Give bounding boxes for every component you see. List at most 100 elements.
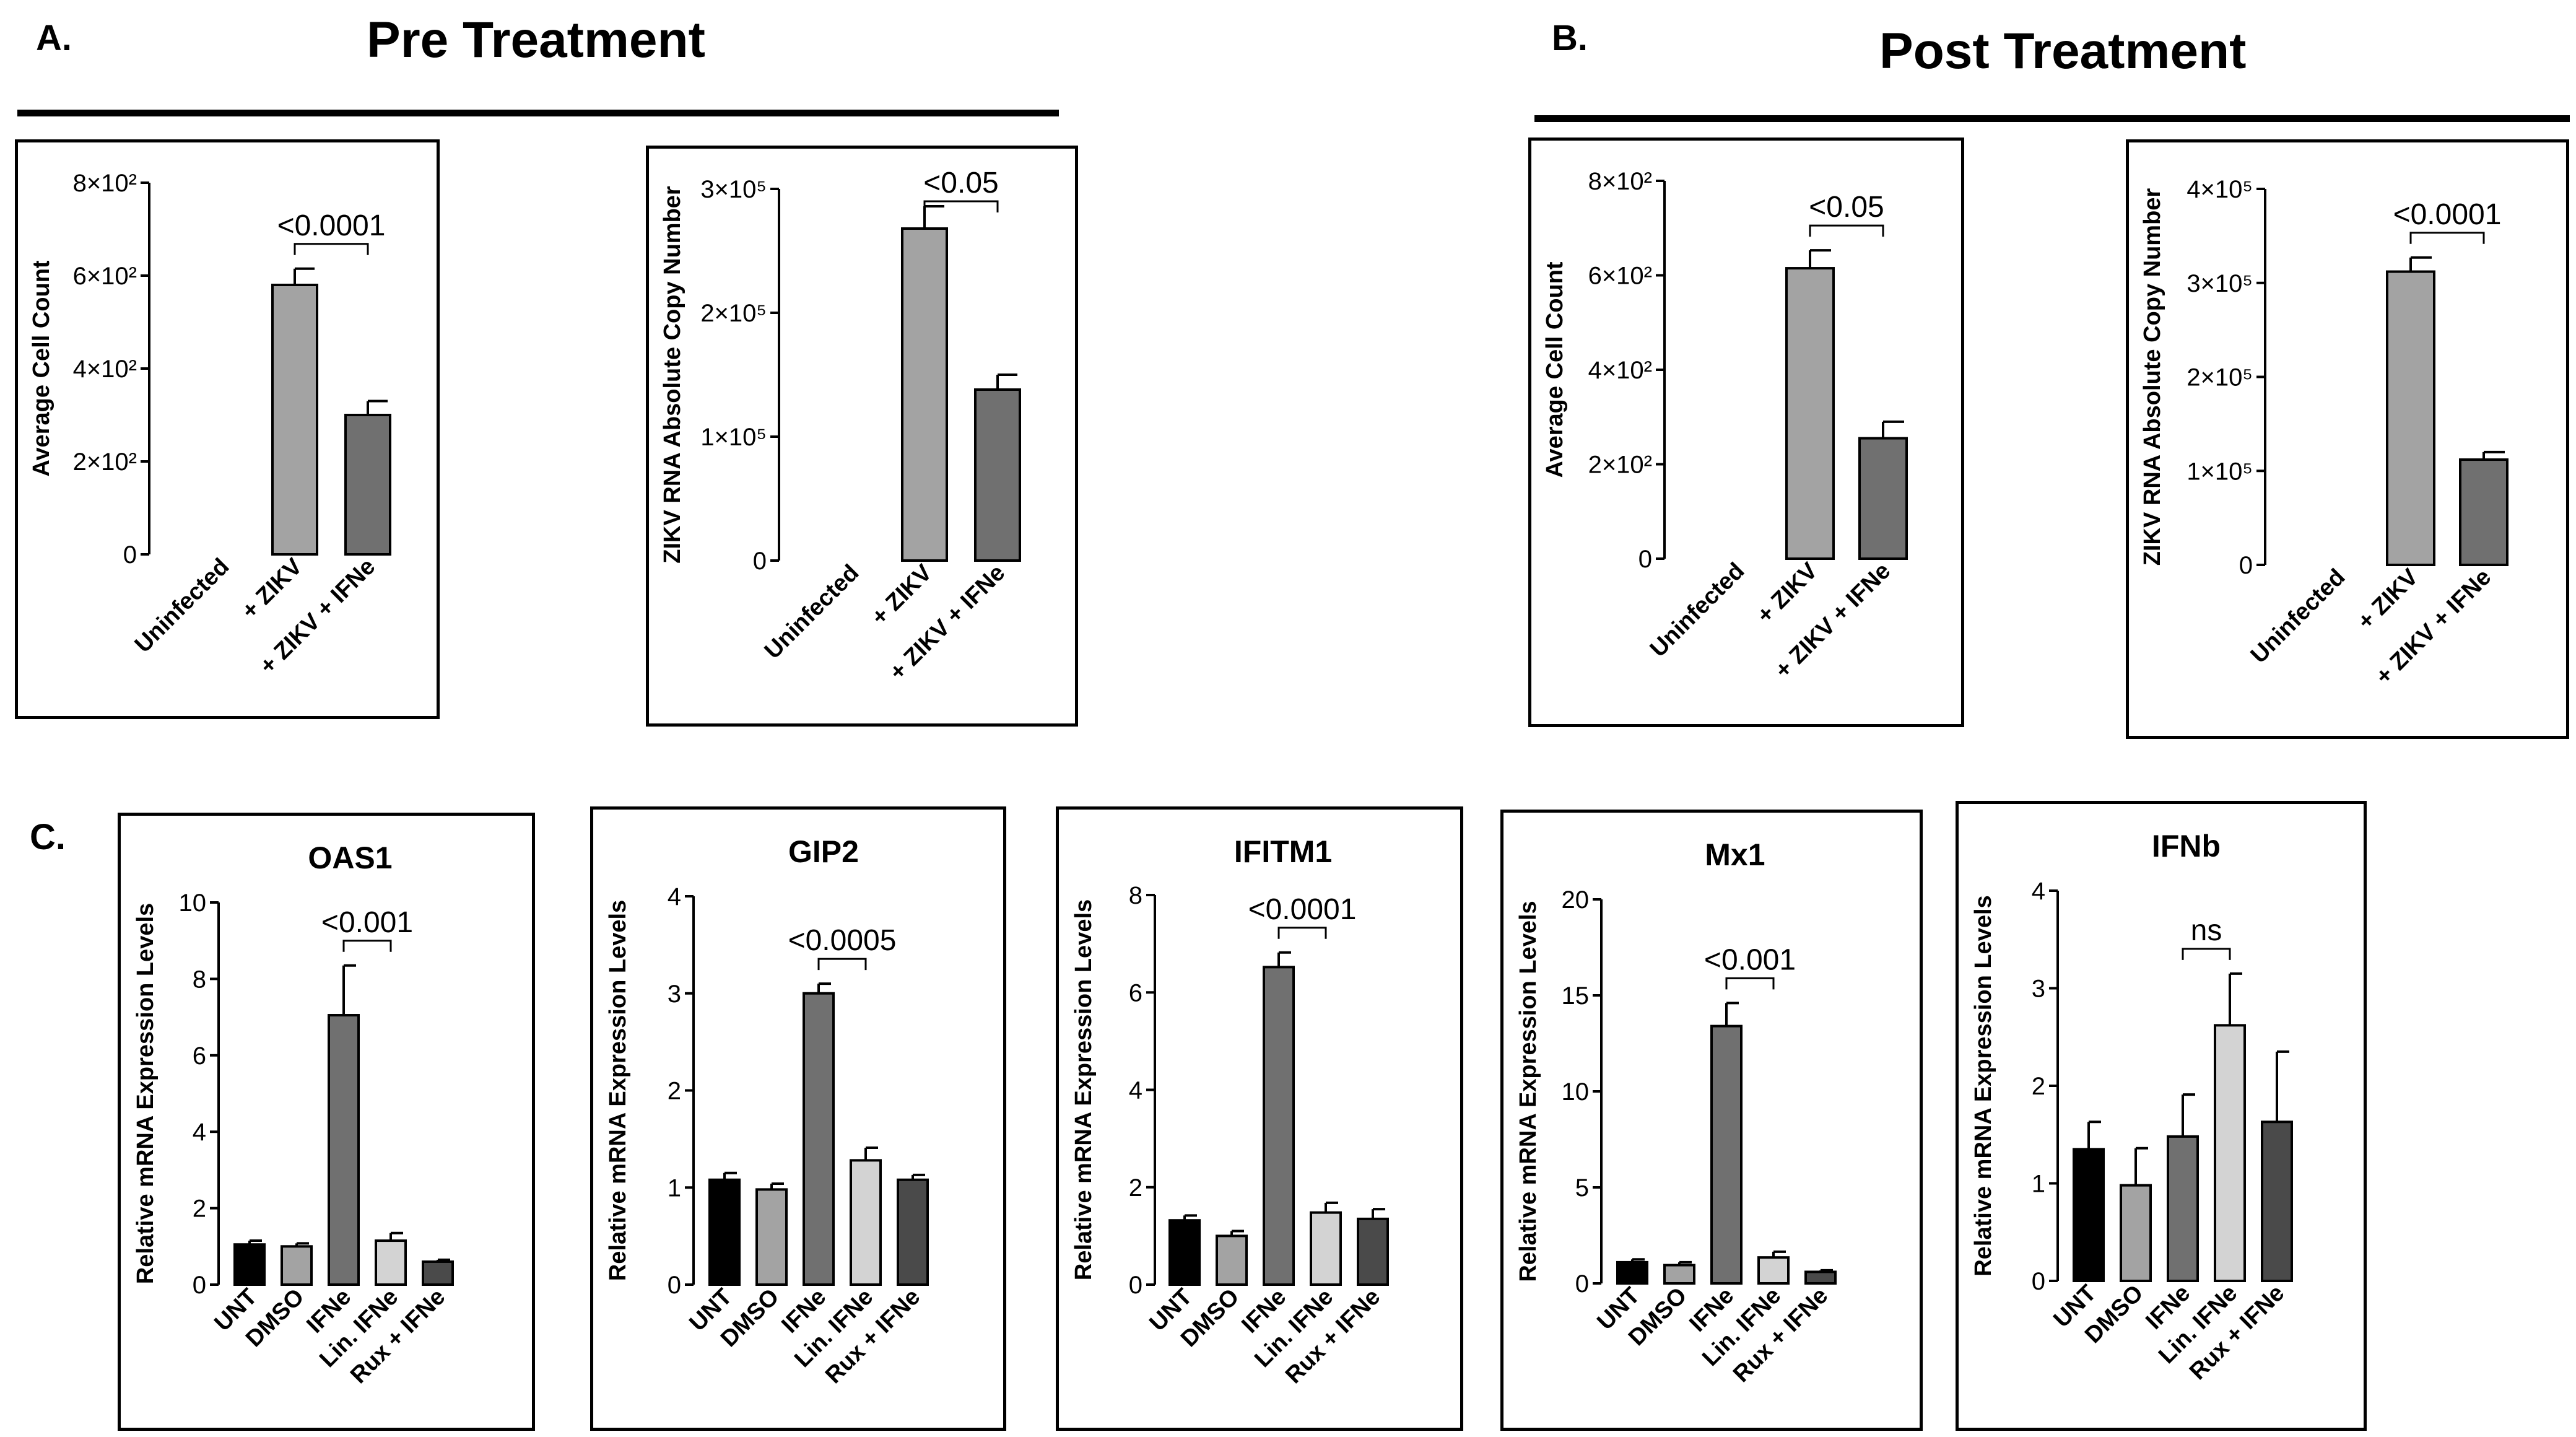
chart-svg: OAS1 0 2 4 6 8 10 Relative mRNA Expression Leve… — [133, 841, 454, 1389]
category-label: Uninfected — [1645, 558, 1750, 663]
y-tick-label: 2×10² — [73, 448, 137, 476]
y-axis-label: Relative mRNA Expression Levels — [133, 903, 159, 1284]
y-axis-label: ZIKV RNA Absolute Copy Number — [2139, 188, 2165, 566]
bar — [2120, 1184, 2152, 1283]
y-tick-label: 8×10² — [1588, 168, 1652, 195]
comparison-bracket — [1809, 224, 1884, 237]
chart-gip2: GIP2 0 1 2 3 4 Relative mRNA Expression Levels… — [590, 806, 1006, 1431]
chart-ifnb: IFNb 0 1 2 3 4 Relative mRNA Expression Levels… — [1956, 801, 2367, 1431]
chart-title: IFNb — [2152, 829, 2221, 863]
bar — [328, 1014, 360, 1286]
category-label: + ZIKV — [866, 559, 938, 631]
bar — [1263, 966, 1295, 1286]
y-tick-label: 0 — [123, 541, 137, 569]
chart-svg: 0 2×10² 4×10² 6×10² 8×10² Average Cell Count U… — [1542, 168, 1908, 684]
y-axis-label: Average Cell Count — [28, 260, 54, 476]
comparison-bracket — [1277, 927, 1327, 939]
p-value-label: ns — [2191, 914, 2222, 947]
y-axis-label: Average Cell Count — [1542, 261, 1568, 478]
chart-ifitm1: IFITM1 0 2 4 6 8 Relative mRNA Expression Leve… — [1056, 806, 1463, 1431]
category-label: + ZIKV — [237, 553, 308, 624]
bar — [901, 227, 948, 562]
bar — [1357, 1217, 1389, 1286]
y-tick-label: 2 — [2032, 1073, 2045, 1100]
panel-letter-b: B. — [1552, 18, 1588, 58]
y-tick-label: 2×10⁵ — [700, 300, 767, 327]
pre-treatment-rule — [17, 110, 1059, 116]
y-tick-label: 20 — [1562, 886, 1590, 914]
bar — [1616, 1260, 1648, 1285]
p-value-label: <0.0001 — [1248, 893, 1357, 926]
comparison-bracket — [1725, 977, 1775, 990]
y-tick-label: 3 — [668, 981, 681, 1008]
y-tick-label: 0 — [753, 548, 767, 575]
y-tick-label: 1 — [2032, 1171, 2045, 1198]
y-tick-label: 4 — [668, 883, 681, 911]
comparison-bracket — [923, 200, 999, 212]
chart-pre-copy-number: 0 1×10⁵ 2×10⁵ 3×10⁵ ZIKV RNA Absolute Copy N… — [646, 146, 1078, 727]
chart-svg: GIP2 0 1 2 3 4 Relative mRNA Expression Levels… — [605, 834, 929, 1389]
chart-svg: 0 2×10² 4×10² 6×10² 8×10² Average Cell Count U… — [28, 170, 391, 679]
bar — [1310, 1211, 1342, 1286]
y-tick-label: 2 — [668, 1078, 681, 1105]
bar — [271, 284, 318, 556]
bar — [2214, 1024, 2246, 1282]
bar — [2167, 1135, 2199, 1283]
p-value-label: <0.0005 — [788, 924, 897, 957]
comparison-bracket — [817, 958, 867, 971]
y-tick-label: 6×10² — [1588, 263, 1652, 290]
p-value-label: <0.001 — [321, 906, 413, 939]
y-tick-label: 2×10² — [1588, 452, 1652, 479]
y-tick-label: 3×10⁵ — [2187, 270, 2253, 297]
chart-svg: Mx1 0 5 10 15 20 Relative mRNA Expression Leve… — [1515, 837, 1837, 1387]
bar — [1663, 1264, 1695, 1285]
y-axis-label: Relative mRNA Expression Levels — [1071, 899, 1097, 1280]
bar — [1804, 1270, 1837, 1285]
bar — [281, 1245, 313, 1286]
category-label: + ZIKV — [2352, 564, 2424, 635]
chart-svg: IFITM1 0 2 4 6 8 Relative mRNA Expression Leve… — [1071, 834, 1389, 1389]
bar — [344, 414, 391, 556]
y-tick-label: 1×10⁵ — [700, 424, 767, 451]
chart-title: GIP2 — [788, 834, 859, 869]
y-tick-label: 4×10² — [1588, 357, 1652, 384]
bar — [1710, 1024, 1743, 1285]
y-tick-label: 4×10⁵ — [2187, 176, 2253, 203]
bar — [2073, 1148, 2105, 1282]
chart-oas1: OAS1 0 2 4 6 8 10 Relative mRNA Expression Leve… — [118, 813, 535, 1431]
y-tick-label: 0 — [1638, 546, 1652, 573]
y-tick-label: 0 — [668, 1272, 681, 1299]
pre-treatment-title: Pre Treatment — [367, 12, 705, 68]
chart-svg: 0 1×10⁵ 2×10⁵ 3×10⁵ 4×10⁵ ZIKV RNA Absolute C… — [2139, 176, 2509, 690]
y-tick-label: 0 — [2239, 552, 2253, 579]
bar — [375, 1239, 407, 1286]
chart-mx1: Mx1 0 5 10 15 20 Relative mRNA Expression Leve… — [1500, 810, 1923, 1431]
post-treatment-rule — [1534, 115, 2570, 122]
y-tick-label: 10 — [179, 889, 207, 917]
category-label: Uninfected — [760, 560, 864, 665]
bar — [2459, 458, 2509, 566]
category-label: Uninfected — [130, 554, 235, 658]
chart-post-copy-number: 0 1×10⁵ 2×10⁵ 3×10⁵ 4×10⁵ ZIKV RNA Absolute C… — [2126, 139, 2569, 739]
y-tick-label: 2 — [193, 1195, 206, 1223]
y-tick-label: 4 — [1129, 1077, 1142, 1104]
y-tick-label: 4×10² — [73, 356, 137, 383]
comparison-bracket — [294, 243, 369, 255]
category-label: Uninfected — [2246, 564, 2351, 669]
bar — [2261, 1120, 2293, 1283]
y-tick-label: 10 — [1562, 1078, 1590, 1106]
p-value-label: <0.05 — [923, 167, 998, 199]
bar — [850, 1159, 882, 1286]
chart-pre-cell-count: 0 2×10² 4×10² 6×10² 8×10² Average Cell Count U… — [15, 139, 440, 719]
y-tick-label: 0 — [1129, 1272, 1142, 1299]
bar — [803, 992, 835, 1286]
y-axis-label: Relative mRNA Expression Levels — [1515, 901, 1541, 1282]
y-axis-label: Relative mRNA Expression Levels — [605, 900, 631, 1281]
y-axis-label: ZIKV RNA Absolute Copy Number — [659, 186, 685, 564]
bar — [233, 1243, 266, 1286]
chart-title: IFITM1 — [1234, 834, 1332, 869]
bar — [1858, 437, 1908, 560]
y-tick-label: 8 — [1129, 882, 1142, 909]
y-tick-label: 4 — [193, 1119, 206, 1146]
bar — [974, 388, 1021, 562]
